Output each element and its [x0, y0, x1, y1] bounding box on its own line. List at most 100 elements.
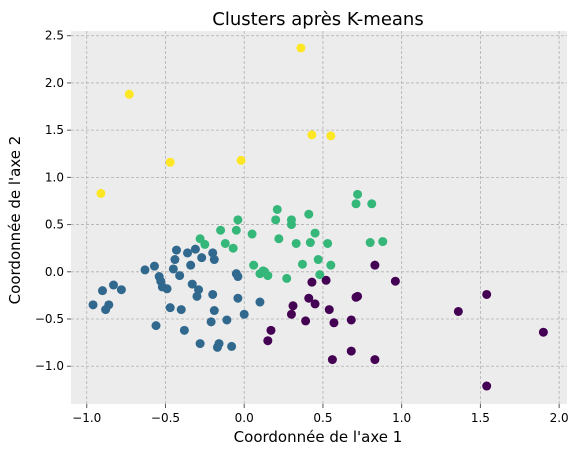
cluster-2-point — [260, 267, 270, 277]
cluster-1-point — [206, 317, 216, 327]
cluster-1-point — [140, 265, 150, 275]
cluster-1-point — [151, 321, 161, 331]
cluster-0-point — [390, 276, 400, 286]
cluster-2-point — [351, 199, 361, 209]
cluster-2-point — [231, 225, 241, 235]
cluster-2-point — [323, 238, 333, 248]
cluster-2-point — [313, 255, 323, 265]
cluster-2-point — [286, 215, 296, 225]
data-points — [88, 43, 548, 391]
cluster-2-point — [367, 199, 377, 209]
y-tick-label: −0.5 — [35, 312, 64, 326]
cluster-0-point — [307, 277, 317, 287]
cluster-0-point — [301, 316, 311, 326]
y-tick-label: 1.0 — [45, 170, 64, 184]
cluster-2-point — [378, 237, 388, 247]
x-tick-label: −1.0 — [72, 411, 101, 425]
cluster-3-point — [96, 188, 106, 198]
cluster-1-point — [187, 279, 197, 289]
cluster-2-point — [365, 238, 375, 248]
x-tick-label: 0.0 — [235, 411, 254, 425]
x-tick-label: 1.5 — [471, 411, 490, 425]
cluster-1-point — [171, 245, 181, 255]
cluster-1-point — [109, 280, 119, 290]
cluster-0-point — [482, 381, 492, 391]
y-axis-label: Coordonnée de l'axe 2 — [6, 136, 24, 305]
cluster-2-point — [216, 225, 226, 235]
cluster-2-point — [274, 234, 284, 244]
chart-title: Clusters après K-means — [212, 9, 423, 30]
cluster-1-point — [168, 264, 178, 274]
cluster-2-point — [200, 239, 210, 249]
cluster-0-point — [453, 306, 463, 316]
cluster-2-point — [228, 243, 238, 253]
y-tick-label: 0.5 — [45, 218, 64, 232]
cluster-0-point — [266, 325, 276, 335]
cluster-2-point — [247, 229, 257, 239]
cluster-2-point — [249, 260, 259, 270]
cluster-3-point — [124, 89, 134, 99]
cluster-1-point — [209, 306, 219, 316]
cluster-3-point — [165, 157, 175, 167]
cluster-1-point — [97, 286, 107, 296]
cluster-1-point — [194, 285, 204, 295]
cluster-0-point — [346, 346, 356, 356]
cluster-2-point — [310, 228, 320, 238]
cluster-1-point — [186, 260, 196, 270]
y-tick-label: 1.5 — [45, 123, 64, 137]
cluster-1-point — [179, 325, 189, 335]
y-tick-label: 0.0 — [45, 265, 64, 279]
cluster-0-point — [286, 309, 296, 319]
cluster-2-point — [272, 204, 282, 214]
cluster-1-point — [162, 284, 172, 294]
cluster-1-point — [255, 297, 265, 307]
cluster-1-point — [183, 248, 193, 258]
cluster-3-point — [236, 155, 246, 165]
cluster-2-point — [305, 238, 315, 248]
cluster-1-point — [214, 339, 224, 349]
x-tick-label: 0.5 — [313, 411, 332, 425]
cluster-2-point — [326, 260, 336, 270]
cluster-1-point — [239, 309, 249, 319]
y-tick-label: 2.5 — [45, 29, 64, 43]
cluster-1-point — [197, 253, 207, 263]
cluster-0-point — [324, 305, 334, 315]
cluster-0-point — [263, 336, 273, 346]
cluster-1-point — [104, 300, 114, 310]
cluster-3-point — [307, 130, 317, 140]
x-axis-label: Coordonnée de l'axe 1 — [234, 428, 403, 446]
cluster-0-point — [310, 299, 320, 309]
cluster-2-point — [291, 238, 301, 248]
cluster-2-point — [297, 259, 307, 269]
cluster-0-point — [538, 327, 548, 337]
cluster-0-point — [327, 355, 337, 365]
cluster-1-point — [116, 285, 126, 295]
cluster-0-point — [370, 355, 380, 365]
cluster-1-point — [88, 300, 98, 310]
cluster-3-point — [296, 43, 306, 53]
cluster-1-point — [208, 289, 218, 299]
cluster-1-point — [233, 272, 243, 282]
cluster-3-point — [326, 131, 336, 141]
x-tick-label: 1.0 — [392, 411, 411, 425]
cluster-2-point — [282, 273, 292, 283]
cluster-1-point — [233, 293, 243, 303]
y-tick-label: 2.0 — [45, 76, 64, 90]
cluster-1-point — [149, 261, 159, 271]
plot-area — [71, 31, 567, 404]
cluster-0-point — [329, 318, 339, 328]
cluster-2-point — [315, 270, 325, 280]
cluster-2-point — [353, 189, 363, 199]
cluster-0-point — [304, 293, 314, 303]
y-axis-ticks: −1.0 −0.5 0.0 0.5 1.0 1.5 2.0 2.5 — [35, 29, 71, 373]
cluster-0-point — [353, 291, 363, 301]
x-tick-label: 2.0 — [550, 411, 569, 425]
cluster-1-point — [195, 339, 205, 349]
cluster-0-point — [370, 260, 380, 270]
x-tick-label: −0.5 — [151, 411, 180, 425]
cluster-1-point — [170, 255, 180, 265]
cluster-1-point — [176, 305, 186, 315]
cluster-1-point — [222, 315, 232, 325]
cluster-2-point — [220, 238, 230, 248]
